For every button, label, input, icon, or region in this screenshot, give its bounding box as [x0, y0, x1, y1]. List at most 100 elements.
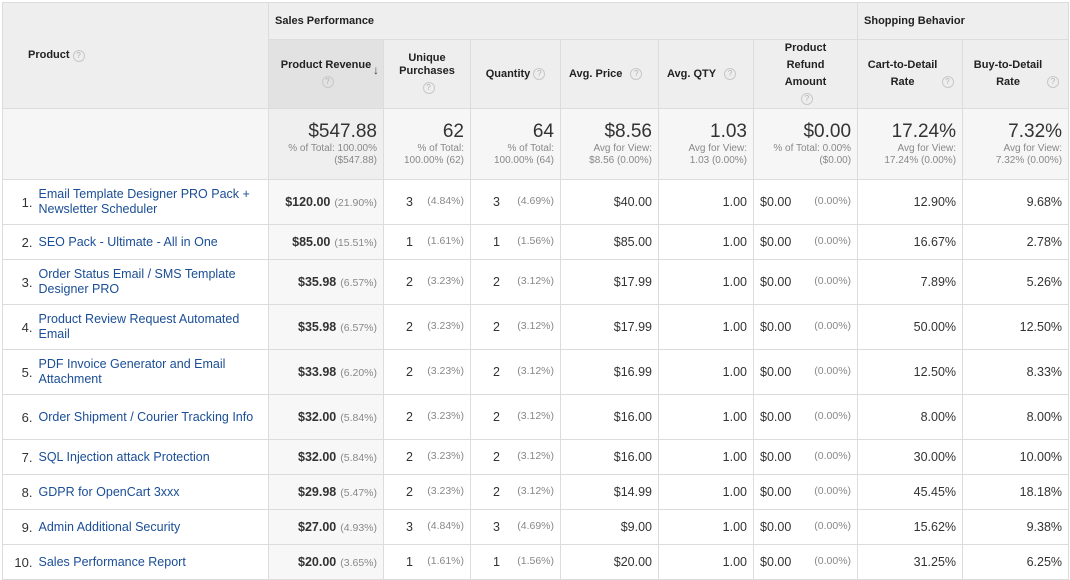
percent: (0.00%): [814, 195, 852, 207]
avg-price-cell: $16.00: [560, 439, 659, 475]
value: $0.00: [760, 275, 792, 289]
percent: (3.12%): [517, 485, 554, 497]
value: $0.00: [760, 410, 792, 424]
help-icon[interactable]: ?: [941, 76, 954, 89]
unique-purchases-column-header[interactable]: Unique Purchases?: [383, 39, 471, 109]
percent: (0.00%): [814, 410, 852, 422]
buy-to-detail-rate-cell: 8.33%: [962, 349, 1070, 395]
quantity-column-header[interactable]: Quantity?: [470, 39, 561, 109]
quantity-cell: 1 (1.56%): [470, 544, 561, 580]
percent: (1.61%): [427, 555, 464, 567]
help-icon[interactable]: ?: [724, 67, 737, 80]
total-product-refund-amount: $0.00% of Total: 0.00% ($0.00): [752, 108, 859, 180]
help-icon[interactable]: ?: [630, 67, 643, 80]
table-row: 7. SQL Injection attack Protection $32.0…: [2, 439, 1070, 475]
quantity-cell: 2 (3.12%): [470, 259, 561, 305]
total-avg-price: $8.56 Avg for View: $8.56 (0.00%): [560, 108, 659, 180]
cart-to-detail-rate-cell: 31.25%: [857, 544, 964, 580]
product-refund-amount-cell: $0.00 (0.00%): [752, 509, 859, 545]
product-revenue-column-header[interactable]: Product Revenue? ↓: [268, 39, 384, 109]
help-icon[interactable]: ?: [422, 81, 435, 94]
product-name-link[interactable]: Order Shipment / Courier Tracking Info: [38, 394, 269, 440]
product-name-link[interactable]: GDPR for OpenCart 3xxx: [38, 474, 269, 510]
help-icon[interactable]: ?: [801, 93, 814, 106]
product-name-link[interactable]: Admin Additional Security: [38, 509, 269, 545]
value: $0.00: [760, 195, 792, 209]
avg-price-cell: $85.00: [560, 224, 659, 260]
product-name-link[interactable]: SQL Injection attack Protection: [38, 439, 269, 475]
row-number: 1.: [2, 179, 39, 225]
product-name-link[interactable]: Order Status Email / SMS Template Design…: [38, 259, 269, 305]
value: $0.00: [760, 365, 792, 379]
product-name-link[interactable]: Email Template Designer PRO Pack + Newsl…: [38, 179, 269, 225]
unique-purchases-cell: 2 (3.23%): [383, 259, 471, 305]
buy-to-detail-rate-cell: 18.18%: [962, 474, 1070, 510]
product-rows: 1. Email Template Designer PRO Pack + Ne…: [2, 179, 1070, 580]
avg-price-cell: $17.99: [560, 304, 659, 350]
buy-to-detail-rate-cell: 6.25%: [962, 544, 1070, 580]
totals-label-cell: [2, 108, 269, 180]
percent: (15.51%): [334, 237, 377, 249]
help-icon[interactable]: ?: [533, 67, 546, 80]
help-icon[interactable]: ?: [321, 76, 334, 89]
percent: (0.00%): [814, 235, 852, 247]
value: 2: [406, 410, 413, 424]
sort-descending-icon[interactable]: ↓: [373, 63, 379, 77]
cart-to-detail-rate-cell: 12.50%: [857, 349, 964, 395]
product-name-link[interactable]: SEO Pack - Ultimate - All in One: [38, 224, 269, 260]
cart-to-detail-rate-cell: 15.62%: [857, 509, 964, 545]
help-icon[interactable]: ?: [1047, 76, 1060, 89]
product-revenue-cell: $32.00 (5.84%): [268, 439, 384, 475]
value: 3: [493, 195, 500, 209]
avg-qty-column-header[interactable]: Avg. QTY?: [658, 39, 754, 109]
buy-to-detail-rate-column-header[interactable]: Buy-to-Detail Rate?: [962, 39, 1070, 109]
avg-price-cell: $17.99: [560, 259, 659, 305]
cart-to-detail-rate-column-header[interactable]: Cart-to-Detail Rate?: [857, 39, 964, 109]
value: 3: [493, 520, 500, 534]
table-row: 1. Email Template Designer PRO Pack + Ne…: [2, 179, 1070, 225]
product-name-link[interactable]: PDF Invoice Generator and Email Attachme…: [38, 349, 269, 395]
avg-price-cell: $40.00: [560, 179, 659, 225]
value: $33.98: [298, 365, 337, 379]
help-icon[interactable]: ?: [72, 49, 85, 62]
product-name-link[interactable]: Product Review Request Automated Email: [38, 304, 269, 350]
product-column-header[interactable]: Product?: [2, 2, 269, 109]
column-label: Product Refund Amount: [784, 42, 827, 88]
product-name-link[interactable]: Sales Performance Report: [38, 544, 269, 580]
avg-price-column-header[interactable]: Avg. Price?: [560, 39, 659, 109]
value: 3: [406, 195, 413, 209]
total-buy-to-detail-rate: 7.32% Avg for View: 7.32% (0.00%): [962, 108, 1070, 180]
buy-to-detail-rate-cell: 8.00%: [962, 394, 1070, 440]
product-refund-amount-cell: $0.00 (0.00%): [752, 259, 859, 305]
total-cart-to-detail-rate: 17.24% Avg for View: 17.24% (0.00%): [857, 108, 964, 180]
value: 2: [406, 275, 413, 289]
product-revenue-cell: $35.98 (6.57%): [268, 259, 384, 305]
cart-to-detail-rate-cell: 7.89%: [857, 259, 964, 305]
buy-to-detail-rate-cell: 12.50%: [962, 304, 1070, 350]
avg-qty-cell: 1.00: [658, 394, 754, 440]
buy-to-detail-rate-cell: 9.68%: [962, 179, 1070, 225]
product-refund-amount-cell: $0.00 (0.00%): [752, 304, 859, 350]
column-label: Unique Purchases: [399, 51, 455, 77]
product-revenue-cell: $27.00 (4.93%): [268, 509, 384, 545]
product-refund-amount-cell: $0.00 (0.00%): [752, 544, 859, 580]
avg-price-cell: $14.99: [560, 474, 659, 510]
cart-to-detail-rate-cell: 12.90%: [857, 179, 964, 225]
value: 1: [406, 235, 413, 249]
product-header-label: Product: [28, 49, 70, 62]
percent: (3.12%): [517, 275, 554, 287]
percent: (0.00%): [814, 365, 852, 377]
product-refund-amount-column-header[interactable]: Product Refund Amount?: [752, 39, 859, 109]
percent: (4.69%): [517, 520, 554, 532]
value: $120.00: [285, 195, 331, 209]
avg-qty-cell: 1.00: [658, 179, 754, 225]
product-revenue-cell: $32.00 (5.84%): [268, 394, 384, 440]
quantity-cell: 2 (3.12%): [470, 439, 561, 475]
total-unique-purchases: 62% of Total: 100.00% (62): [383, 108, 471, 180]
percent: (3.12%): [517, 320, 554, 332]
value: $27.00: [298, 520, 337, 534]
unique-purchases-cell: 3 (4.84%): [383, 509, 471, 545]
percent: (5.84%): [340, 412, 377, 424]
percent: (5.84%): [340, 452, 377, 464]
